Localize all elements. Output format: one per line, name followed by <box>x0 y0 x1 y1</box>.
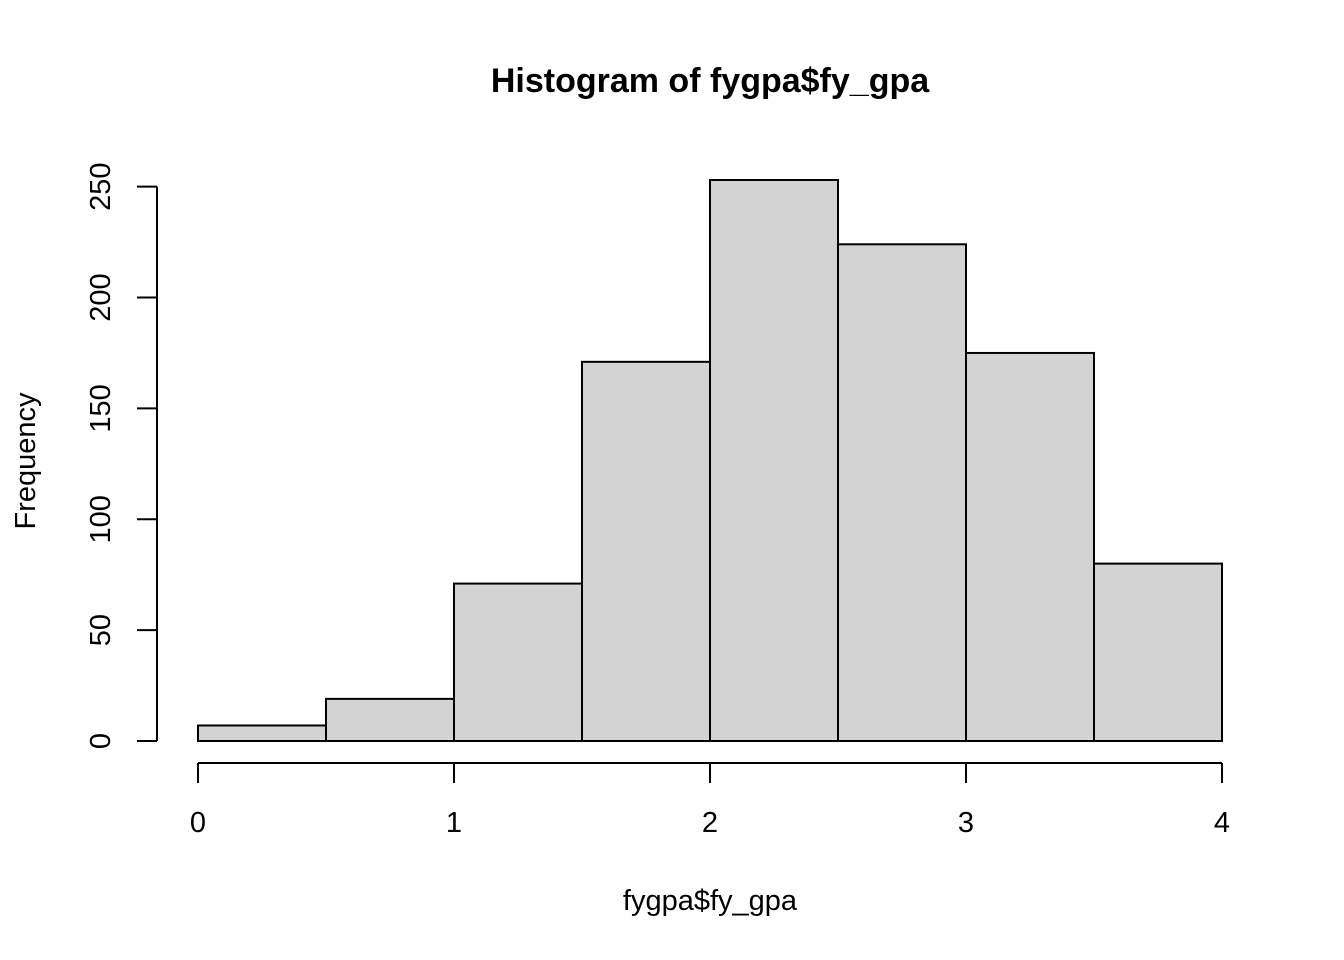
y-axis-label: Frequency <box>10 392 42 530</box>
y-tick-label: 150 <box>85 384 117 432</box>
y-tick-label: 0 <box>85 733 117 749</box>
histogram-bar <box>325 697 455 743</box>
x-tick-label: 2 <box>702 807 718 839</box>
y-tick-label: 50 <box>85 614 117 646</box>
histogram-bar <box>709 179 839 742</box>
histogram-bar <box>1093 562 1223 743</box>
x-tick-label: 4 <box>1214 807 1230 839</box>
x-tick-label: 3 <box>958 807 974 839</box>
y-axis: 0 50 100 150 200 250 <box>85 162 158 749</box>
histogram-bar <box>581 360 711 742</box>
y-tick-label: 100 <box>85 495 117 543</box>
y-tick-label: 250 <box>85 162 117 210</box>
x-axis-label: fygpa$fy_gpa <box>623 885 798 917</box>
chart-title: Histogram of fygpa$fy_gpa <box>491 62 930 100</box>
histogram-bar <box>197 724 327 743</box>
x-tick-label: 0 <box>190 807 206 839</box>
histogram-bar <box>453 582 583 743</box>
histogram-bar <box>965 351 1095 742</box>
x-tick-label: 1 <box>446 807 462 839</box>
y-tick-label: 200 <box>85 273 117 321</box>
bars-layer <box>197 179 1223 743</box>
x-axis: 0 1 2 3 4 <box>190 762 1230 839</box>
histogram-bar <box>837 243 967 742</box>
